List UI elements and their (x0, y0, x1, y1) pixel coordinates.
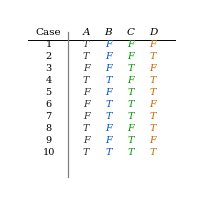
Text: T: T (83, 124, 89, 133)
Text: T: T (83, 52, 89, 61)
Text: 1: 1 (45, 40, 52, 49)
Text: 4: 4 (45, 76, 52, 85)
Text: F: F (83, 64, 89, 73)
Text: 9: 9 (46, 136, 52, 145)
Text: A: A (82, 28, 90, 37)
Text: F: F (83, 112, 89, 121)
Text: D: D (149, 28, 157, 37)
Text: F: F (127, 124, 134, 133)
Text: F: F (149, 40, 156, 49)
Text: T: T (127, 64, 134, 73)
Text: T: T (83, 76, 89, 85)
Text: F: F (83, 100, 89, 109)
Text: F: F (105, 40, 112, 49)
Text: F: F (149, 136, 156, 145)
Text: T: T (105, 76, 112, 85)
Text: F: F (105, 52, 112, 61)
Text: T: T (105, 100, 112, 109)
Text: F: F (105, 64, 112, 73)
Text: F: F (127, 40, 134, 49)
Text: F: F (105, 124, 112, 133)
Text: T: T (150, 112, 156, 121)
Text: 2: 2 (45, 52, 52, 61)
Text: 3: 3 (45, 64, 52, 73)
Text: T: T (150, 88, 156, 97)
Text: T: T (83, 148, 89, 157)
Text: T: T (127, 136, 134, 145)
Text: T: T (105, 112, 112, 121)
Text: C: C (127, 28, 135, 37)
Text: F: F (105, 136, 112, 145)
Text: T: T (83, 40, 89, 49)
Text: T: T (127, 112, 134, 121)
Text: F: F (105, 88, 112, 97)
Text: F: F (149, 64, 156, 73)
Text: T: T (150, 124, 156, 133)
Text: B: B (105, 28, 112, 37)
Text: T: T (127, 88, 134, 97)
Text: 7: 7 (45, 112, 52, 121)
Text: 8: 8 (46, 124, 52, 133)
Text: F: F (83, 136, 89, 145)
Text: T: T (150, 52, 156, 61)
Text: F: F (127, 76, 134, 85)
Text: T: T (127, 100, 134, 109)
Text: 5: 5 (46, 88, 52, 97)
Text: 6: 6 (46, 100, 52, 109)
Text: Case: Case (36, 28, 61, 37)
Text: F: F (149, 100, 156, 109)
Text: T: T (127, 148, 134, 157)
Text: 10: 10 (42, 148, 55, 157)
Text: T: T (150, 76, 156, 85)
Text: F: F (83, 88, 89, 97)
Text: F: F (127, 52, 134, 61)
Text: T: T (150, 148, 156, 157)
Text: T: T (105, 148, 112, 157)
